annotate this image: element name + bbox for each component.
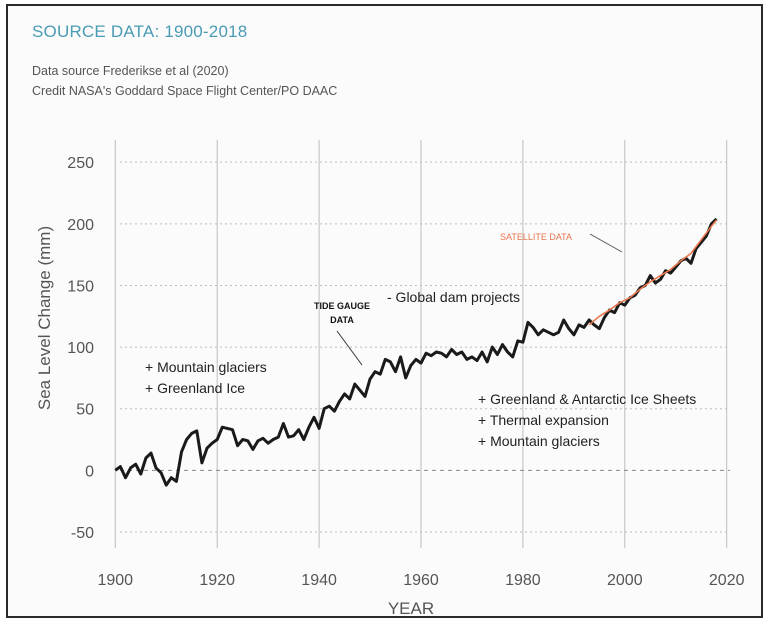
x-tick-label-1960: 1960 (403, 572, 439, 589)
y-tick-label-250: 250 (67, 155, 94, 172)
tick-labels: 1900 1920 1940 1960 1980 2000 2020 -50 0 50 100 150… (67, 155, 744, 589)
data-source-credit: Data source Frederikse et al (2020) (32, 64, 229, 78)
chart-frame (6, 4, 763, 618)
grid-lines (114, 140, 730, 548)
y-tick-label-150: 150 (67, 278, 94, 295)
x-tick-label-1940: 1940 (301, 572, 337, 589)
x-tick-label-1920: 1920 (199, 572, 235, 589)
satellite-pointer (589, 233, 623, 253)
x-axis-title: YEAR (388, 599, 434, 618)
annotation-mountain-glaciers-left: + Mountain glaciers (145, 359, 267, 375)
series-lines (114, 217, 718, 487)
annotation-mountain-glaciers-right: + Mountain glaciers (478, 433, 600, 449)
y-tick-label--50: -50 (71, 525, 94, 542)
y-tick-label-100: 100 (67, 340, 94, 357)
tide-gauge-pointer (336, 330, 363, 366)
x-tick-label-2000: 2000 (607, 572, 643, 589)
y-tick-label-50: 50 (76, 402, 94, 419)
annotation-greenland-ice: + Greenland Ice (145, 380, 245, 396)
x-tick-label-1900: 1900 (97, 572, 133, 589)
y-tick-label-200: 200 (67, 217, 94, 234)
tide-gauge-series-line (114, 217, 718, 487)
annotation-ice-sheets: + Greenland & Antarctic Ice Sheets (478, 391, 696, 407)
x-tick-label-2020: 2020 (709, 572, 745, 589)
y-tick-label-0: 0 (85, 463, 94, 480)
tide-gauge-label-line1: TIDE GAUGE (314, 301, 370, 311)
image-credit: Credit NASA's Goddard Space Flight Cente… (32, 84, 338, 98)
annotation-dam-projects: - Global dam projects (387, 289, 520, 305)
y-axis-title: Sea Level Change (mm) (35, 226, 54, 410)
tide-gauge-label-line2: DATA (330, 315, 354, 325)
satellite-data-label: SATELLITE DATA (500, 232, 572, 242)
page-title: SOURCE DATA: 1900-2018 (32, 22, 248, 41)
satellite-series-line (588, 219, 718, 326)
annotation-thermal-expansion: + Thermal expansion (478, 412, 609, 428)
x-tick-label-1980: 1980 (505, 572, 541, 589)
